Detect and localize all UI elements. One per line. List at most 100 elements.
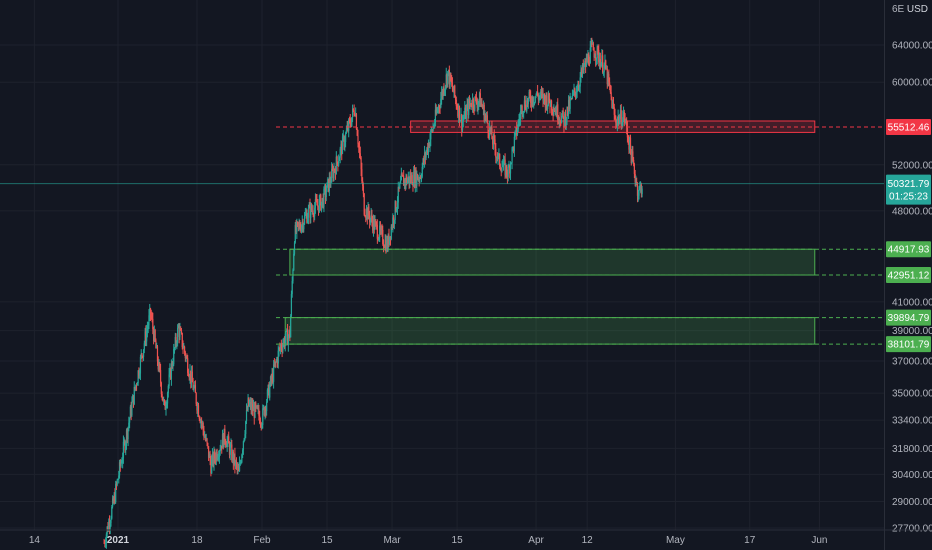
candle-body (529, 91, 531, 96)
candle-body (210, 461, 212, 474)
candle-body (111, 506, 113, 519)
candle-body (575, 91, 577, 96)
candle-body (298, 223, 300, 225)
candle-body (503, 159, 505, 161)
candle-body (127, 427, 129, 440)
candle-body (636, 181, 638, 184)
candle-body (504, 159, 506, 176)
candle-body (431, 129, 433, 132)
candle-body (227, 436, 229, 441)
candle-body (571, 98, 573, 100)
candle-body (217, 457, 219, 459)
candle-body (525, 108, 527, 111)
candle-body (333, 168, 335, 178)
candle-body (209, 453, 211, 462)
candle-body (570, 98, 572, 100)
candle-body (286, 329, 289, 346)
candle-body (364, 214, 366, 217)
candle-body (174, 337, 176, 348)
candle-body (322, 197, 324, 208)
candle-body (327, 178, 329, 183)
candle-body (564, 113, 567, 126)
candle-body (163, 399, 166, 403)
candle-body (279, 348, 281, 350)
candle-body (592, 43, 594, 51)
candle-body (131, 402, 133, 416)
candle-body (138, 370, 140, 376)
candle-body (552, 111, 554, 114)
candle-body (563, 116, 565, 127)
candle-body (477, 103, 479, 108)
candle-body (588, 63, 591, 65)
candle-body (439, 107, 441, 109)
candle-body (161, 394, 163, 397)
candle-body (516, 129, 519, 135)
candle-body (549, 102, 551, 107)
candle-body (120, 462, 122, 466)
candle-body (375, 222, 378, 225)
candle-body (384, 240, 386, 248)
candle-body (560, 121, 562, 124)
candle-body (201, 423, 203, 425)
candle-body (151, 317, 153, 319)
candle-body (235, 461, 237, 467)
candle-body (622, 112, 625, 118)
candle-body (377, 238, 379, 240)
candle-body (492, 135, 495, 145)
candle-body (199, 418, 201, 423)
candle-body (591, 43, 594, 45)
candle-body (190, 371, 193, 383)
candle-body (395, 201, 397, 212)
candle-body (193, 387, 195, 390)
candle-body (285, 331, 287, 341)
candle-body (429, 139, 431, 148)
candle-body (230, 444, 232, 447)
candle-body (427, 143, 430, 153)
candle-body (175, 337, 177, 344)
candle-body (337, 161, 339, 166)
candle-body (639, 184, 642, 187)
candle-body (239, 462, 241, 464)
candle-body (634, 173, 636, 183)
candle-body (617, 116, 619, 121)
candle-body (147, 325, 149, 329)
candle-body (245, 421, 247, 435)
candle-body (519, 119, 521, 121)
candle-body (124, 441, 126, 451)
candle-body (473, 107, 475, 110)
candle-body (331, 168, 334, 170)
candle-body (620, 110, 622, 127)
candle-body (607, 73, 609, 85)
candle-body (609, 82, 611, 86)
candle-body (379, 225, 381, 238)
candle-body (290, 316, 292, 338)
candle-body (340, 144, 342, 149)
candle-body (302, 221, 304, 230)
candle-body (519, 110, 522, 120)
candle-body (466, 103, 468, 109)
candle-body (103, 542, 105, 544)
candle-body (334, 170, 337, 175)
candle-body (271, 373, 273, 381)
candle-body (436, 110, 438, 114)
candle-body (170, 363, 173, 380)
candle-body (215, 451, 217, 461)
candle-body (514, 131, 516, 137)
candle-body (481, 102, 483, 106)
candle-body (614, 114, 616, 119)
candle-body (348, 119, 351, 121)
candle-body (530, 95, 532, 103)
candle-body (212, 453, 214, 465)
candle-body (554, 110, 556, 112)
candle-body (369, 215, 371, 223)
candle-body (401, 173, 403, 176)
currency-label[interactable]: USD (906, 4, 928, 15)
price-scale[interactable]: USD (884, 0, 932, 550)
candle-body (221, 434, 224, 449)
candle-body (366, 208, 368, 220)
candle-body (204, 437, 207, 440)
candle-body (180, 330, 183, 333)
candle-body (320, 195, 322, 211)
candle-body (266, 389, 269, 402)
